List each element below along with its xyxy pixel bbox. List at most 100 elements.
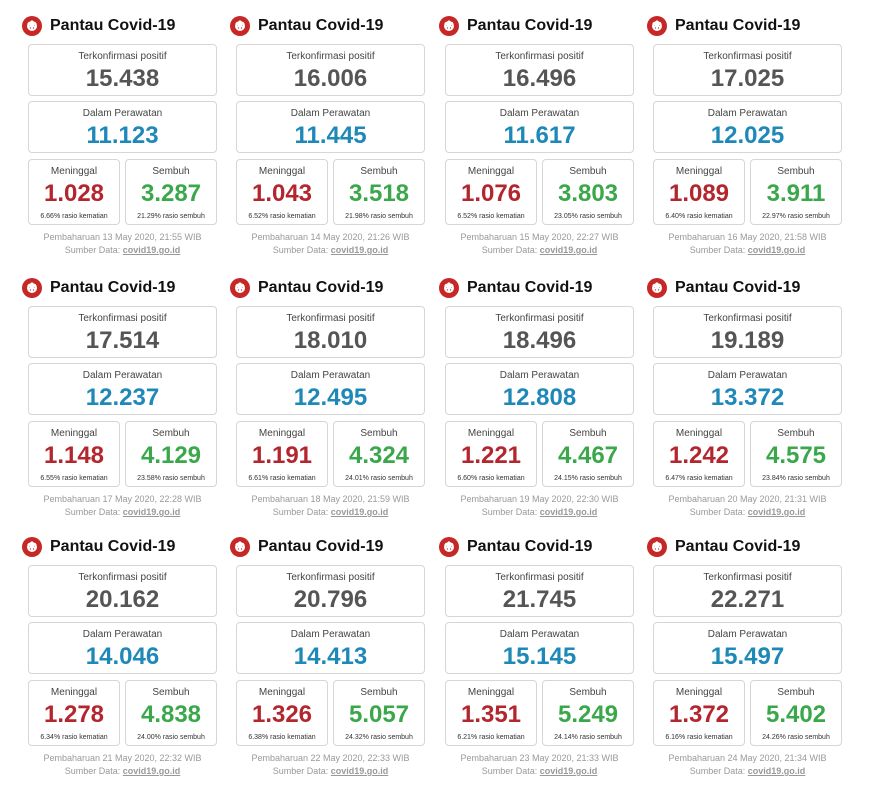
covid-panel-8: Pantau Covid-19 Terkonfirmasi positif 19… <box>645 276 845 519</box>
recovered-label: Sembuh <box>360 428 398 439</box>
source-prefix: Sumber Data: <box>481 507 538 517</box>
treated-card: Dalam Perawatan 12.237 <box>28 363 217 415</box>
confirmed-value: 22.271 <box>710 586 785 613</box>
source-link[interactable]: covid19.go.id <box>539 766 598 776</box>
recovered-label: Sembuh <box>777 687 815 698</box>
treated-card: Dalam Perawatan 12.808 <box>445 363 634 415</box>
confirmed-card: Terkonfirmasi positif 15.438 <box>28 44 217 96</box>
panel-header: Pantau Covid-19 <box>439 535 637 559</box>
confirmed-value: 20.162 <box>85 586 160 613</box>
panel-header: Pantau Covid-19 <box>230 14 428 38</box>
panel-title: Pantau Covid-19 <box>675 538 801 555</box>
covid-panel-9: Pantau Covid-19 Terkonfirmasi positif 20… <box>20 535 220 778</box>
source-line: Sumber Data: covid19.go.id <box>645 765 850 778</box>
died-card: Meninggal 1.148 6.55% rasio kematian <box>28 421 120 487</box>
confirmed-value: 17.025 <box>710 65 785 92</box>
died-value: 1.351 <box>460 701 522 728</box>
confirmed-label: Terkonfirmasi positif <box>703 51 792 62</box>
recovery-ratio: 24.26% rasio sembuh <box>762 734 830 741</box>
treated-card: Dalam Perawatan 14.046 <box>28 622 217 674</box>
panel-header: Pantau Covid-19 <box>22 276 220 300</box>
panel-footer: Pembaharuan 24 May 2020, 21:34 WIB Sumbe… <box>645 752 850 778</box>
source-link[interactable]: covid19.go.id <box>539 245 598 255</box>
confirmed-label: Terkonfirmasi positif <box>703 572 792 583</box>
died-value: 1.089 <box>668 180 730 207</box>
source-link[interactable]: covid19.go.id <box>747 766 806 776</box>
source-prefix: Sumber Data: <box>481 766 538 776</box>
panel-footer: Pembaharuan 18 May 2020, 21:59 WIB Sumbe… <box>228 493 433 519</box>
confirmed-value: 16.496 <box>502 65 577 92</box>
treated-label: Dalam Perawatan <box>290 629 371 640</box>
source-link[interactable]: covid19.go.id <box>330 507 389 517</box>
source-line: Sumber Data: covid19.go.id <box>228 244 433 257</box>
died-label: Meninggal <box>675 166 723 177</box>
panel-header: Pantau Covid-19 <box>439 276 637 300</box>
died-card: Meninggal 1.221 6.60% rasio kematian <box>445 421 537 487</box>
covid-panel-1: Pantau Covid-19 Terkonfirmasi positif 15… <box>20 14 220 257</box>
treated-value: 11.617 <box>503 122 576 149</box>
recovery-ratio: 23.58% rasio sembuh <box>137 475 205 482</box>
died-label: Meninggal <box>467 687 515 698</box>
source-link[interactable]: covid19.go.id <box>330 766 389 776</box>
virus-icon <box>22 16 42 36</box>
recovered-value: 3.803 <box>557 180 619 207</box>
recovery-ratio: 24.32% rasio sembuh <box>345 734 413 741</box>
covid-panel-11: Pantau Covid-19 Terkonfirmasi positif 21… <box>437 535 637 778</box>
death-ratio: 6.40% rasio kematian <box>665 213 733 220</box>
confirmed-value: 18.496 <box>502 327 577 354</box>
source-link[interactable]: covid19.go.id <box>122 507 181 517</box>
recovered-card: Sembuh 5.402 24.26% rasio sembuh <box>750 680 842 746</box>
source-link[interactable]: covid19.go.id <box>122 245 181 255</box>
confirmed-label: Terkonfirmasi positif <box>286 313 375 324</box>
died-card: Meninggal 1.089 6.40% rasio kematian <box>653 159 745 225</box>
outcome-row: Meninggal 1.221 6.60% rasio kematian Sem… <box>445 421 634 487</box>
outcome-row: Meninggal 1.372 6.16% rasio kematian Sem… <box>653 680 842 746</box>
outcome-row: Meninggal 1.043 6.52% rasio kematian Sem… <box>236 159 425 225</box>
panel-header: Pantau Covid-19 <box>230 535 428 559</box>
treated-label: Dalam Perawatan <box>82 108 163 119</box>
virus-icon <box>230 537 250 557</box>
recovery-ratio: 22.97% rasio sembuh <box>762 213 830 220</box>
died-card: Meninggal 1.278 6.34% rasio kematian <box>28 680 120 746</box>
covid-panel-6: Pantau Covid-19 Terkonfirmasi positif 18… <box>228 276 428 519</box>
source-link[interactable]: covid19.go.id <box>330 245 389 255</box>
confirmed-value: 18.010 <box>293 327 368 354</box>
recovered-label: Sembuh <box>777 428 815 439</box>
died-label: Meninggal <box>675 428 723 439</box>
recovered-card: Sembuh 4.324 24.01% rasio sembuh <box>333 421 425 487</box>
confirmed-card: Terkonfirmasi positif 19.189 <box>653 306 842 358</box>
death-ratio: 6.47% rasio kematian <box>665 475 733 482</box>
recovered-card: Sembuh 3.287 21.29% rasio sembuh <box>125 159 217 225</box>
outcome-row: Meninggal 1.326 6.38% rasio kematian Sem… <box>236 680 425 746</box>
virus-icon <box>439 537 459 557</box>
panel-header: Pantau Covid-19 <box>22 14 220 38</box>
died-value: 1.278 <box>43 701 105 728</box>
confirmed-label: Terkonfirmasi positif <box>78 51 167 62</box>
source-prefix: Sumber Data: <box>64 766 121 776</box>
treated-label: Dalam Perawatan <box>499 370 580 381</box>
source-link[interactable]: covid19.go.id <box>539 507 598 517</box>
outcome-row: Meninggal 1.148 6.55% rasio kematian Sem… <box>28 421 217 487</box>
death-ratio: 6.34% rasio kematian <box>40 734 108 741</box>
source-prefix: Sumber Data: <box>272 245 329 255</box>
treated-card: Dalam Perawatan 12.495 <box>236 363 425 415</box>
covid-panel-10: Pantau Covid-19 Terkonfirmasi positif 20… <box>228 535 428 778</box>
recovery-ratio: 24.01% rasio sembuh <box>345 475 413 482</box>
source-link[interactable]: covid19.go.id <box>122 766 181 776</box>
death-ratio: 6.61% rasio kematian <box>248 475 316 482</box>
updated-timestamp: Pembaharuan 18 May 2020, 21:59 WIB <box>251 494 410 504</box>
died-card: Meninggal 1.351 6.21% rasio kematian <box>445 680 537 746</box>
died-label: Meninggal <box>675 687 723 698</box>
virus-icon <box>647 278 667 298</box>
panel-title: Pantau Covid-19 <box>50 17 176 34</box>
virus-icon <box>439 278 459 298</box>
source-link[interactable]: covid19.go.id <box>747 245 806 255</box>
recovered-value: 4.838 <box>140 701 202 728</box>
recovered-label: Sembuh <box>152 166 190 177</box>
source-link[interactable]: covid19.go.id <box>747 507 806 517</box>
outcome-row: Meninggal 1.089 6.40% rasio kematian Sem… <box>653 159 842 225</box>
recovered-value: 3.911 <box>766 180 826 207</box>
treated-value: 15.145 <box>502 643 577 670</box>
recovered-card: Sembuh 4.467 24.15% rasio sembuh <box>542 421 634 487</box>
